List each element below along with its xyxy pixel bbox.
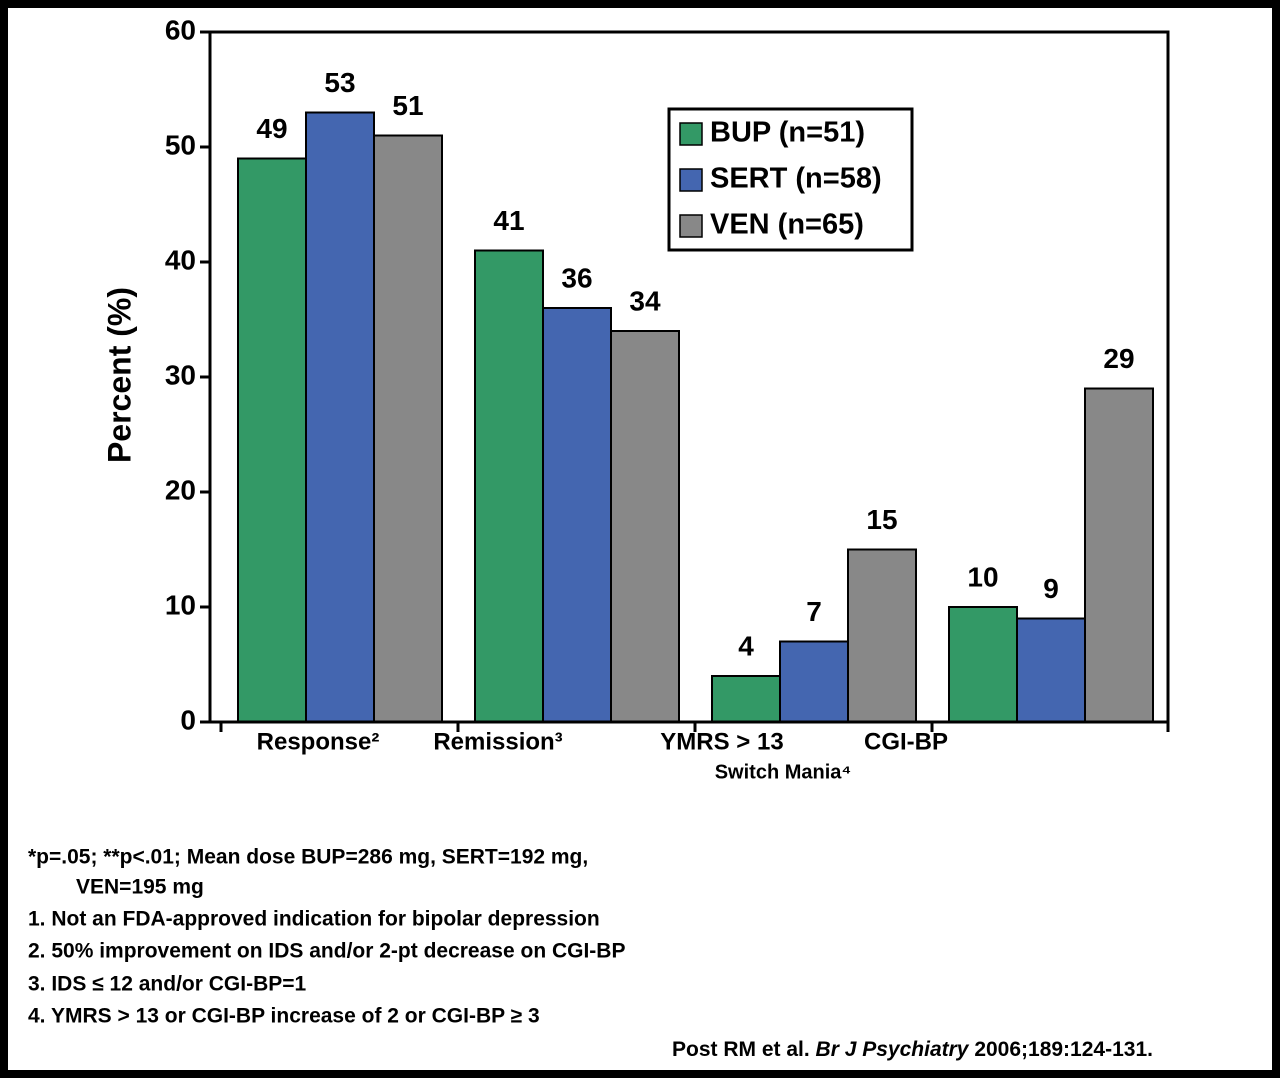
citation: Post RM et al. Br J Psychiatry 2006;189:… [672, 1038, 1153, 1061]
footnote: VEN=195 mg [76, 876, 204, 899]
bar [474, 249, 544, 723]
bar [237, 157, 307, 723]
y-axis-label: Percent (%) [101, 287, 137, 463]
footnote: 2. 50% improvement on IDS and/or 2-pt de… [28, 940, 625, 963]
y-tick-label: 40 [165, 244, 196, 275]
data-label: 41 [493, 205, 524, 236]
data-label: 51 [392, 90, 423, 121]
legend-label: VEN (n=65) [710, 209, 864, 241]
y-tick-label: 0 [180, 704, 196, 735]
footnote: 1. Not an FDA-approved indication for bi… [28, 908, 600, 931]
bar [779, 640, 849, 723]
citation-journal: Br J Psychiatry [816, 1038, 970, 1061]
x-group-label: Switch Mania⁴ [715, 761, 852, 783]
x-tick-label: Response² [257, 728, 380, 755]
footnote: 4. YMRS > 13 or CGI-BP increase of 2 or … [28, 1005, 540, 1028]
data-label: 34 [629, 285, 661, 316]
x-tick-label: CGI-BP [864, 728, 948, 755]
legend-label: SERT (n=58) [710, 163, 882, 195]
legend-swatch [679, 168, 703, 192]
bar [711, 675, 781, 723]
y-tick-label: 10 [165, 589, 196, 620]
data-label: 53 [324, 67, 355, 98]
y-tick-label: 20 [165, 474, 196, 505]
bar [373, 134, 443, 723]
data-label: 36 [561, 262, 592, 293]
footnote: 3. IDS ≤ 12 and/or CGI-BP=1 [28, 973, 307, 996]
bar [305, 111, 375, 723]
y-tick-label: 50 [165, 129, 196, 160]
bar [847, 548, 917, 723]
bar [610, 330, 680, 723]
legend-swatch [679, 122, 703, 146]
x-tick-label: YMRS > 13 [660, 728, 783, 755]
y-tick-label: 60 [165, 14, 196, 45]
x-tick-label: Remission³ [433, 728, 562, 755]
data-label: 15 [866, 504, 897, 535]
data-label: 10 [967, 561, 998, 592]
legend-box [667, 107, 914, 252]
data-label: 4 [738, 630, 754, 661]
footnote: *p=.05; **p<.01; Mean dose BUP=286 mg, S… [28, 846, 588, 869]
data-label: 29 [1103, 343, 1134, 374]
bar [948, 606, 1018, 723]
bar [1084, 387, 1154, 723]
citation-authors: Post RM et al. [672, 1038, 810, 1061]
data-label: 9 [1043, 573, 1059, 604]
citation-details: 2006;189:124-131. [974, 1038, 1153, 1061]
bar [1016, 617, 1086, 723]
y-tick-label: 30 [165, 359, 196, 390]
data-label: 49 [256, 113, 287, 144]
bar [542, 307, 612, 723]
legend-label: BUP (n=51) [710, 117, 865, 149]
legend-swatch [679, 214, 703, 238]
data-label: 7 [806, 596, 822, 627]
